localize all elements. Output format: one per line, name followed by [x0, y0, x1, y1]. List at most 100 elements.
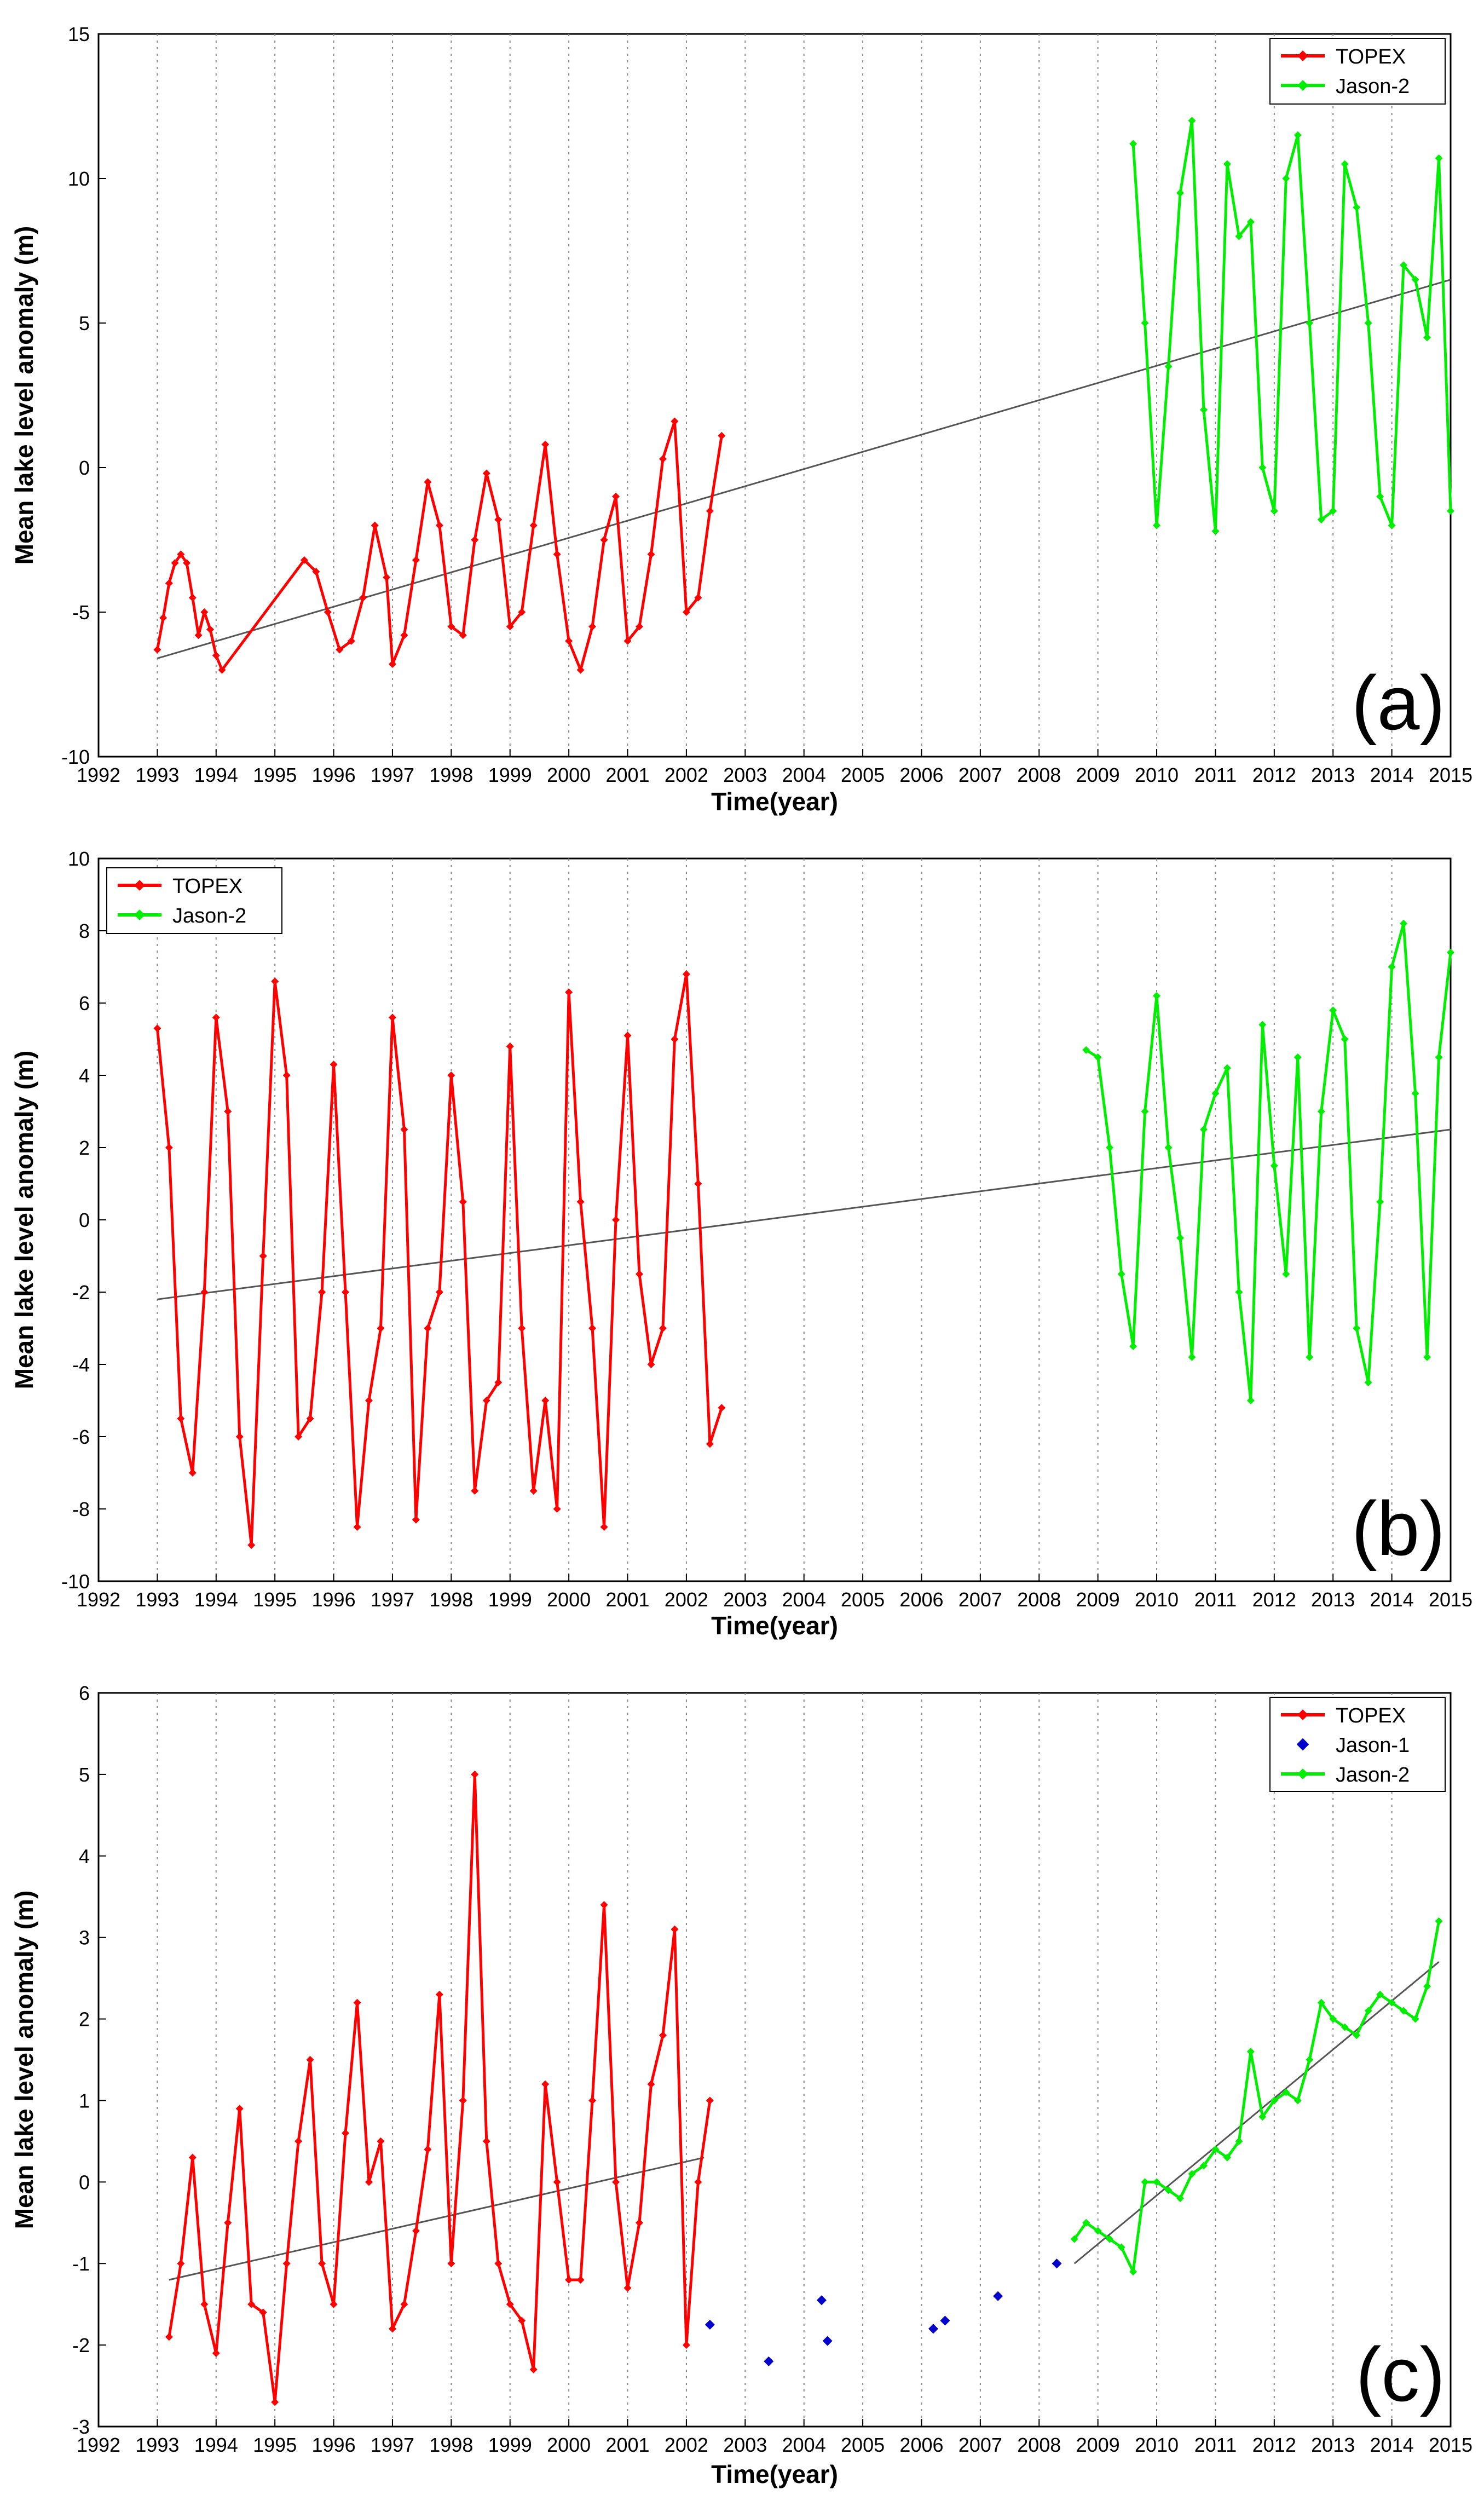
data-point-topex — [471, 1770, 479, 1778]
data-point-topex — [647, 2080, 655, 2088]
data-point-topex — [647, 1361, 655, 1368]
data-point-topex — [312, 568, 320, 576]
data-point-jason2 — [1435, 1917, 1443, 1925]
data-point-topex — [388, 2325, 396, 2333]
data-point-topex — [612, 2178, 620, 2186]
data-point-jason2 — [1411, 2015, 1419, 2023]
x-tick-label: 1998 — [429, 2434, 473, 2456]
x-tick-label: 1996 — [312, 764, 356, 786]
y-tick-label: -1 — [72, 2252, 90, 2275]
data-point-topex — [353, 1523, 361, 1531]
data-point-jason2 — [1329, 2015, 1337, 2023]
data-point-topex — [671, 417, 679, 425]
y-tick-label: 15 — [68, 23, 90, 45]
data-point-jason2 — [1364, 319, 1372, 327]
data-point-jason2 — [1294, 2096, 1302, 2105]
data-point-jason2 — [1199, 2162, 1208, 2170]
data-point-jason2 — [1423, 333, 1431, 342]
x-tick-label: 2000 — [547, 2434, 591, 2456]
data-point-topex — [383, 573, 391, 581]
data-point-jason2 — [1176, 189, 1184, 197]
x-tick-label: 2005 — [841, 1588, 885, 1611]
panel-b-legend-box — [106, 867, 282, 934]
x-tick-label: 1997 — [371, 764, 414, 786]
data-point-topex — [377, 1324, 385, 1332]
x-tick-label: 2001 — [605, 2434, 649, 2456]
data-point-topex — [671, 1035, 679, 1043]
data-point-jason1 — [993, 2291, 1003, 2301]
data-point-topex — [412, 1516, 420, 1524]
data-point-topex — [718, 431, 726, 440]
x-tick-label: 1994 — [194, 2434, 238, 2456]
data-point-topex — [365, 1397, 373, 1404]
data-point-topex — [412, 2227, 420, 2235]
data-point-topex — [306, 2056, 314, 2064]
data-point-topex — [694, 1180, 702, 1188]
data-point-jason2 — [1235, 232, 1243, 240]
data-point-jason2 — [1094, 2227, 1102, 2235]
trend-line — [157, 279, 1451, 659]
data-point-topex — [518, 608, 526, 616]
data-point-topex — [342, 1288, 350, 1296]
panel-a-yticks: -10 -5 0 5 10 15 — [61, 23, 106, 768]
data-point-topex — [282, 1071, 291, 1079]
data-point-jason1 — [764, 2356, 774, 2366]
data-point-jason2 — [1282, 175, 1290, 182]
y-tick-label: 6 — [79, 1682, 90, 1704]
x-tick-label: 2009 — [1076, 764, 1120, 786]
data-point-jason2 — [1141, 2178, 1149, 2186]
y-tick-label: 1 — [79, 2089, 90, 2112]
x-tick-label: 2010 — [1135, 764, 1179, 786]
data-point-topex — [623, 637, 632, 645]
data-point-jason2 — [1070, 2235, 1078, 2243]
x-tick-label: 2004 — [782, 2434, 826, 2456]
panel-b-label: (b) — [1352, 1485, 1445, 1571]
data-point-topex — [636, 1270, 643, 1278]
data-point-topex — [200, 1288, 209, 1296]
x-tick-label: 1993 — [135, 1588, 179, 1611]
y-tick-label: 2 — [79, 1137, 90, 1159]
x-tick-label: 1992 — [77, 2434, 120, 2456]
x-tick-label: 2002 — [665, 764, 708, 786]
data-point-jason1 — [928, 2324, 938, 2334]
data-point-topex — [553, 550, 561, 558]
y-tick-label: 10 — [68, 848, 90, 870]
data-point-topex — [623, 2284, 632, 2292]
x-tick-label: 1992 — [77, 764, 120, 786]
data-point-jason2 — [1258, 1021, 1267, 1029]
data-point-topex — [424, 1324, 432, 1332]
data-point-jason2 — [1211, 1090, 1220, 1097]
data-point-jason2 — [1223, 1064, 1231, 1072]
data-point-jason2 — [1317, 516, 1325, 524]
data-point-topex — [400, 631, 408, 639]
x-tick-label: 2010 — [1135, 1588, 1179, 1611]
data-point-topex — [165, 579, 173, 587]
x-tick-label: 1995 — [253, 764, 297, 786]
data-point-topex — [300, 556, 308, 564]
data-point-jason2 — [1246, 2048, 1255, 2056]
data-point-jason2 — [1388, 1998, 1396, 2007]
data-point-topex — [447, 2260, 455, 2268]
y-tick-label: -6 — [72, 1426, 90, 1448]
x-tick-label: 2008 — [1017, 2434, 1061, 2456]
data-point-jason2 — [1294, 131, 1302, 139]
data-point-jason2 — [1188, 1353, 1196, 1361]
data-point-topex — [224, 2219, 232, 2227]
panel-c-legend-topex-marker — [1297, 1709, 1308, 1720]
data-point-topex — [541, 2080, 550, 2088]
data-point-jason2 — [1388, 963, 1396, 971]
panel-c-legend-topex: TOPEX — [1336, 1704, 1406, 1727]
x-tick-label: 2006 — [899, 2434, 943, 2456]
x-tick-label: 2007 — [958, 1588, 1002, 1611]
data-point-jason2 — [1235, 2137, 1243, 2145]
x-tick-label: 2007 — [958, 2434, 1002, 2456]
data-point-topex — [576, 666, 585, 674]
data-point-topex — [541, 1397, 550, 1404]
data-point-topex — [588, 623, 597, 631]
data-point-topex — [612, 492, 620, 500]
data-point-topex — [471, 1487, 479, 1495]
data-point-topex — [506, 623, 514, 631]
data-point-jason2 — [1164, 1144, 1173, 1151]
data-point-topex — [330, 1061, 338, 1069]
y-tick-label: 0 — [79, 1209, 90, 1231]
